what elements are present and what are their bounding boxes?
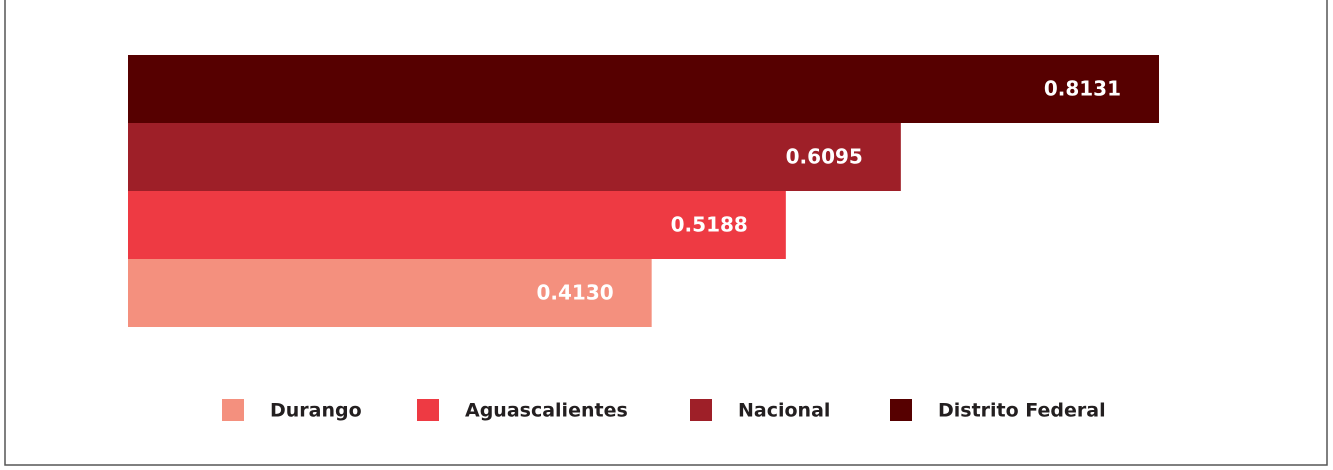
legend-label: Distrito Federal — [938, 400, 1106, 422]
legend-swatch — [890, 399, 912, 421]
legend-label: Nacional — [738, 400, 830, 422]
bar — [128, 191, 786, 259]
value-label: 0.8131 — [1044, 77, 1121, 101]
legend-swatch — [222, 399, 244, 421]
legend-label: Aguascalientes — [465, 400, 628, 422]
bar — [128, 123, 901, 191]
legend-label: Durango — [270, 400, 362, 422]
legend-swatch — [690, 399, 712, 421]
value-label: 0.4130 — [536, 281, 613, 305]
bar — [128, 259, 652, 327]
legend-swatch — [417, 399, 439, 421]
bar — [128, 55, 1159, 123]
frame — [4, 0, 1328, 466]
value-label: 0.5188 — [671, 213, 748, 237]
value-label: 0.6095 — [786, 145, 863, 169]
